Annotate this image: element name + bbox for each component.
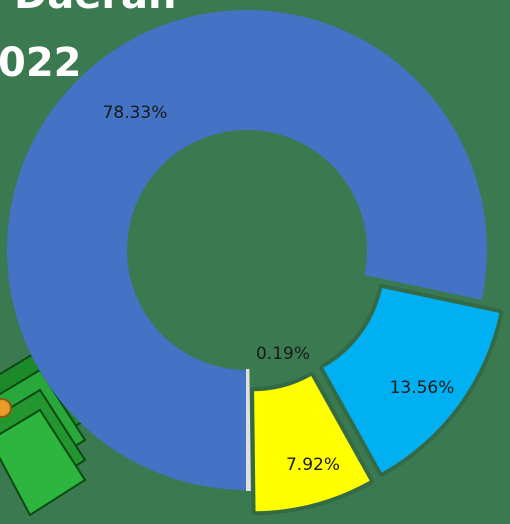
data-label: 13.56% bbox=[390, 378, 455, 398]
chart: Daerah 022 78.33% 13.56% 7.92% 0.19% bbox=[0, 0, 510, 524]
slice bbox=[247, 370, 250, 490]
data-label: 0.19% bbox=[256, 344, 310, 364]
data-label: 78.33% bbox=[103, 103, 168, 123]
data-label: 7.92% bbox=[286, 455, 340, 475]
chart-title: Daerah bbox=[14, 0, 177, 18]
chart-title: 022 bbox=[0, 40, 82, 86]
